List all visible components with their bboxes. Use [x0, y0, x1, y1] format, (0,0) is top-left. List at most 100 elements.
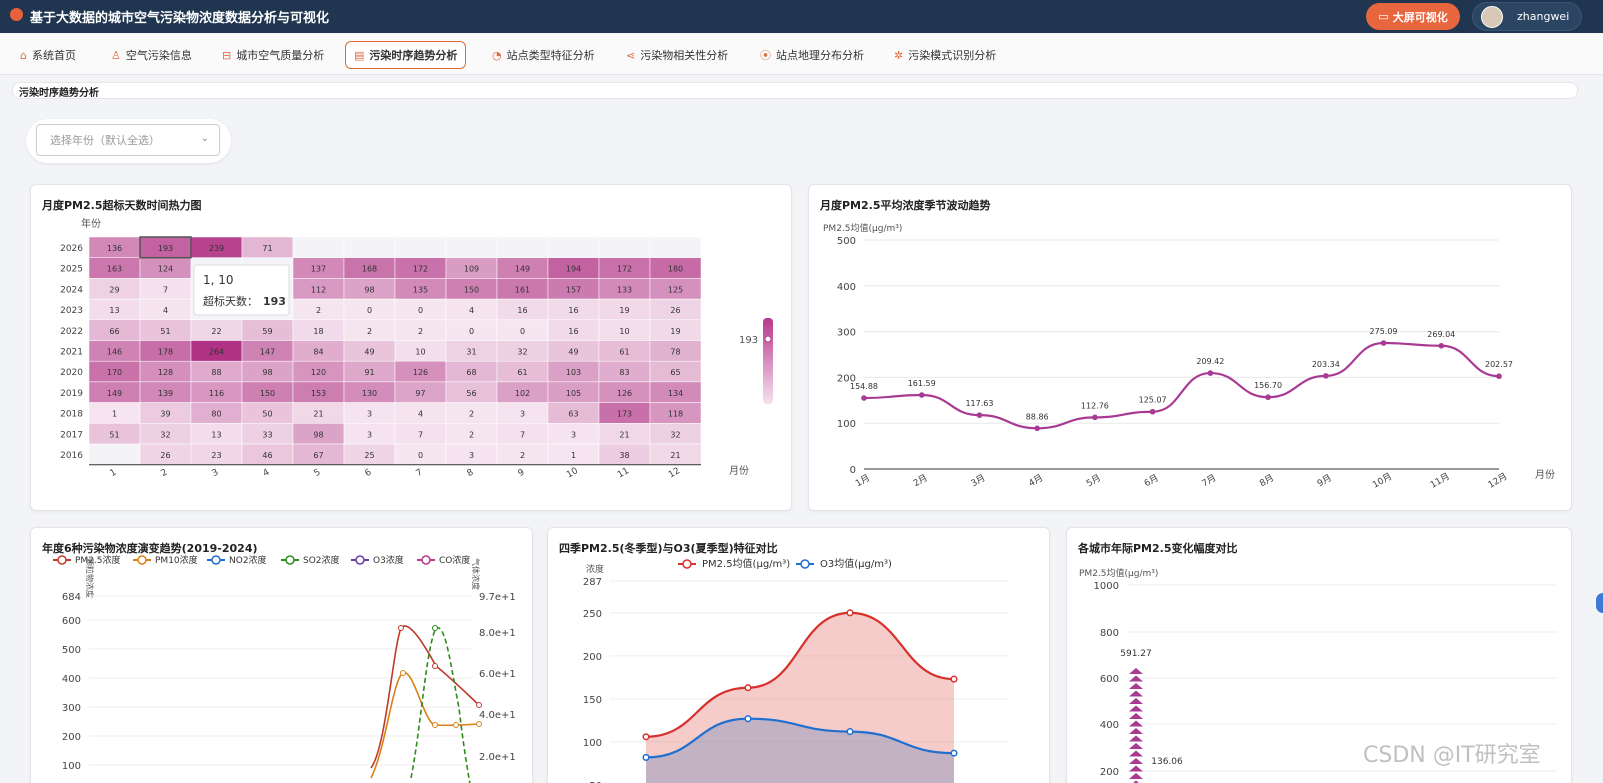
season-area — [646, 612, 954, 783]
heatmap-cell-label: 83 — [619, 368, 629, 377]
heatmap-cell-label: 18 — [313, 327, 323, 336]
heatmap-month-label: 1 — [109, 468, 119, 480]
heatmap-cell-label: 88 — [211, 368, 221, 377]
heatmap-cell-label: 118 — [668, 410, 683, 419]
annual-legend-label: SO2浓度 — [303, 554, 340, 566]
nav-item-geo[interactable]: ⦿ 站点地理分布分析 — [752, 41, 872, 69]
app-title: 基于大数据的城市空气污染物浓度数据分析与可视化 — [30, 11, 330, 26]
heatmap-cell-label: 56 — [466, 389, 476, 398]
nav-item-pattern[interactable]: ✲ 污染模式识别分析 — [886, 41, 1004, 69]
seasonal-xtick: 7月 — [1200, 472, 1218, 489]
heatmap-cell-label: 172 — [617, 265, 632, 274]
pm10-point — [400, 670, 406, 676]
heatmap-year-label: 2016 — [60, 451, 83, 461]
seasonal-xtick: 6月 — [1142, 472, 1160, 489]
heatmap-cell — [649, 236, 702, 258]
user-menu[interactable]: zhangwei — [1472, 2, 1582, 31]
nav-item-correlation[interactable]: ⋖ 污染物相关性分析 — [618, 41, 736, 69]
heatmap-cell-label: 65 — [670, 368, 680, 377]
heatmap-cell-label: 3 — [469, 451, 474, 460]
heatmap-cell-label: 25 — [364, 451, 374, 460]
seasonal-xtick: 3月 — [969, 472, 987, 489]
heatmap-cell-label: 150 — [260, 389, 275, 398]
nav-item-trend[interactable]: ▤ 污染时序趋势分析 — [345, 41, 467, 69]
heatmap-cell-label: 91 — [364, 368, 374, 377]
heatmap-cell-label: 136 — [107, 244, 122, 253]
year-select[interactable]: 选择年份（默认全选） ⌄ — [36, 124, 220, 156]
chevron-down-icon: ⌄ — [200, 133, 209, 144]
side-float-button[interactable] — [1596, 593, 1603, 613]
big-screen-label: 大屏可视化 — [1392, 10, 1448, 24]
seasonal-series-line — [863, 341, 1500, 430]
nav-item-city-quality[interactable]: ⊟ 城市空气质量分析 — [214, 41, 332, 69]
top-bar: 基于大数据的城市空气污染物浓度数据分析与可视化 ▭ 大屏可视化 zhangwei — [0, 0, 1603, 33]
chat-icon: ▤ — [354, 48, 365, 62]
user-icon: ♙ — [111, 48, 121, 62]
annual-chart[interactable]: PM2.5浓度 PM10浓度 NO2浓度 SO2浓度 O3浓度 CO浓度 颗粒物浓度 气体… — [31, 528, 533, 783]
seasonal-point — [1323, 373, 1329, 379]
city-pictorial-mark — [1129, 758, 1143, 764]
heatmap-cell-label: 149 — [107, 389, 122, 398]
nav-item-station-type[interactable]: ◔ 站点类型特征分析 — [484, 41, 603, 69]
seasonal-data-label: 275.09 — [1370, 327, 1398, 336]
nav-label: 污染时序趋势分析 — [369, 49, 458, 62]
nav-item-home[interactable]: ⌂ 系统首页 — [12, 41, 84, 69]
city-pictorial-mark — [1129, 750, 1143, 757]
nav-label: 城市空气质量分析 — [236, 49, 325, 62]
heatmap-cell-label: 103 — [566, 368, 581, 377]
seasonal-point — [1265, 394, 1271, 401]
city-ytick: 800 — [1100, 628, 1119, 639]
seasonal-xlabel: 月份 — [1535, 469, 1555, 481]
season-panel: 四季PM2.5(冬季型)与O3(夏季型)特征对比 浓度 PM2.5均值(μg/m… — [547, 527, 1050, 783]
heatmap-cell-label: 2 — [418, 327, 423, 336]
heatmap-cell-label: 26 — [670, 306, 680, 315]
annual-right-tick: 6.0e+1 — [479, 669, 516, 680]
heatmap-month-label: 4 — [262, 467, 272, 479]
season-series-line — [645, 611, 955, 738]
so2-series-line — [410, 627, 471, 783]
visual-map-bar — [763, 318, 773, 404]
season-legend-label: PM2.5均值(μg/m³) — [702, 557, 790, 570]
annual-legend-marker — [421, 555, 431, 565]
seasonal-data-label: 112.76 — [1081, 401, 1109, 410]
username: zhangwei — [1517, 10, 1570, 23]
heatmap-year-label: 2026 — [60, 244, 83, 254]
seasonal-data-label: 156.70 — [1254, 381, 1282, 390]
big-screen-button[interactable]: ▭ 大屏可视化 — [1366, 3, 1460, 30]
seasonal-chart[interactable]: PM2.5均值(μg/m³) 月份 0 100 200 300 400 500 1月 2月 3月… — [809, 185, 1572, 511]
city-pictorial-mark — [1129, 735, 1143, 742]
seasonal-ytick: 0 — [850, 465, 856, 476]
annual-left-axis-label: 颗粒物浓度 — [85, 558, 95, 598]
annual-left-tick: 684 — [62, 592, 81, 603]
heatmap-xlabel: 月份 — [729, 465, 749, 477]
season-series-line — [645, 717, 955, 759]
visual-map-value: 193 — [739, 335, 758, 346]
heatmap-cell-label: 38 — [619, 451, 629, 460]
heatmap-cell-label: 0 — [367, 306, 372, 315]
annual-right-tick: 8.0e+1 — [479, 628, 516, 639]
season-point — [744, 684, 752, 692]
city-chart[interactable]: PM2.5均值(μg/m³) 1000 800 600 400 200 591.27 13… — [1067, 528, 1572, 783]
seasonal-xtick: 4月 — [1027, 472, 1045, 489]
seasonal-point — [1380, 340, 1387, 346]
seasonal-data-label: 202.57 — [1485, 360, 1513, 369]
heatmap-cell-label: 59 — [262, 327, 272, 336]
seasonal-data-label: 88.86 — [1026, 412, 1049, 421]
season-chart[interactable]: 浓度 PM2.5均值(μg/m³) O3均值(μg/m³) 287 250 200 15… — [548, 528, 1050, 783]
heatmap-cell-label: 97 — [415, 389, 425, 398]
nav-item-pollution-info[interactable]: ♙ 空气污染信息 — [103, 41, 200, 69]
share-icon: ⋖ — [626, 48, 636, 62]
section-title: 污染时序趋势分析 — [19, 88, 99, 99]
city-data-label: 591.27 — [1120, 649, 1152, 659]
annual-right-tick: 2.0e+1 — [479, 752, 516, 763]
city-pictorial-mark — [1129, 728, 1143, 734]
heatmap-cell-label: 161 — [515, 285, 530, 294]
heatmap-cell-label: 61 — [619, 348, 629, 357]
pm25-point — [432, 663, 438, 669]
seasonal-ytick: 200 — [837, 373, 856, 384]
heatmap-cell-label: 16 — [517, 306, 527, 315]
heatmap-cell-label: 163 — [107, 265, 122, 274]
season-point — [642, 753, 650, 761]
heatmap-cell-label: 134 — [668, 389, 683, 398]
